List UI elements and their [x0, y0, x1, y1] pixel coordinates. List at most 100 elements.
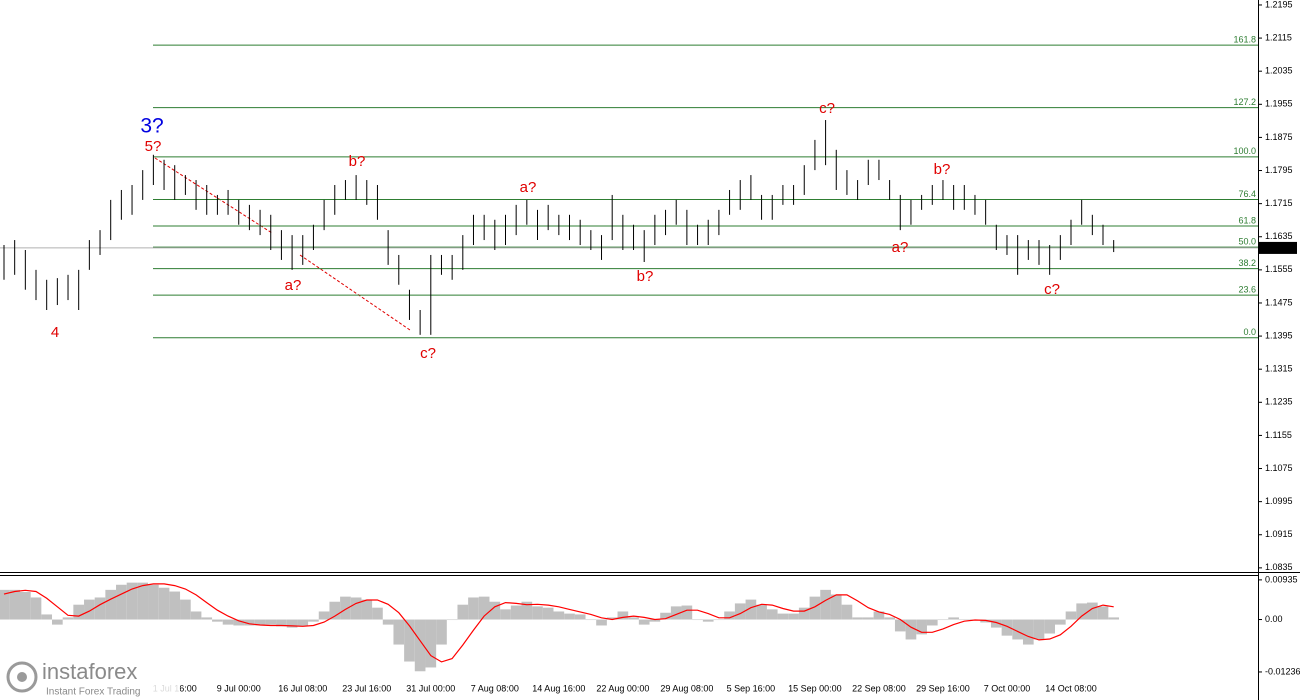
logo: instaforex Instant Forex Trading: [0, 654, 180, 700]
macd-histogram-bar: [862, 617, 874, 620]
macd-histogram-bar: [457, 604, 469, 620]
x-tick-label: 16 Jul 08:00: [278, 683, 327, 693]
macd-histogram-bar: [393, 619, 405, 645]
macd-histogram-bar: [9, 589, 21, 620]
fib-label: 0.0: [1243, 327, 1256, 337]
macd-histogram-bar: [84, 599, 95, 620]
wave-label: 5?: [145, 138, 162, 155]
macd-histogram-bar: [937, 619, 949, 621]
macd-histogram-bar: [52, 619, 63, 625]
macd-histogram-bar: [489, 601, 501, 620]
macd-histogram-bar: [745, 599, 757, 620]
x-tick-label: 9 Jul 00:00: [217, 683, 261, 693]
macd-histogram-bar: [137, 582, 149, 620]
wave-trend-line: [299, 254, 411, 331]
macd-histogram-bar: [1044, 619, 1055, 634]
x-tick-label: 22 Aug 00:00: [596, 683, 649, 693]
y-tick-label: 0.00: [1265, 614, 1283, 624]
macd-histogram-bar: [798, 607, 810, 620]
wave-trend-line: [154, 157, 273, 234]
fib-label: 61.8: [1238, 215, 1256, 225]
y-tick-label: 1.0915: [1265, 529, 1293, 539]
macd-histogram-bar: [532, 606, 543, 620]
y-tick-label: 1.1235: [1265, 397, 1293, 407]
wave-label: c?: [1044, 281, 1060, 298]
macd-histogram-bar: [276, 619, 287, 627]
macd-histogram-bar: [990, 619, 1002, 628]
macd-histogram-bar: [681, 605, 693, 620]
macd-histogram-bar: [542, 607, 554, 620]
macd-histogram-bar: [788, 613, 799, 620]
x-tick-label: 22 Sep 08:00: [852, 683, 906, 693]
macd-histogram-bar: [510, 605, 522, 620]
macd-histogram-bar: [286, 619, 298, 628]
macd-histogram-bar: [692, 619, 703, 621]
last-price-box: [1259, 241, 1297, 254]
macd-histogram-bar: [0, 589, 10, 620]
macd-histogram-bar: [606, 617, 618, 620]
macd-histogram-bar: [361, 599, 373, 620]
macd-histogram-bar: [94, 597, 106, 620]
x-tick-label: 31 Jul 00:00: [406, 683, 455, 693]
y-tick-label: 1.2115: [1265, 32, 1292, 42]
macd-histogram-bar: [884, 617, 895, 620]
macd-histogram-bar: [500, 609, 511, 620]
macd-histogram-bar: [190, 611, 202, 620]
wave-label: b?: [349, 153, 366, 170]
wave-label: b?: [934, 161, 951, 178]
macd-histogram-bar: [180, 599, 191, 620]
macd-histogram-bar: [1022, 619, 1034, 645]
macd-histogram-bar: [105, 589, 117, 620]
macd-histogram-bar: [564, 613, 575, 620]
macd-histogram-bar: [596, 619, 607, 626]
macd-histogram-bar: [340, 596, 351, 620]
macd-histogram-bar: [414, 619, 426, 672]
x-tick-label: 7 Oct 00:00: [984, 683, 1031, 693]
macd-histogram-bar: [478, 596, 490, 620]
y-tick-label: 1.1075: [1265, 463, 1293, 473]
macd-histogram-bar: [1097, 606, 1109, 620]
wave-label: c?: [819, 100, 835, 117]
y-tick-label: 1.1475: [1265, 297, 1293, 307]
y-tick-label: 1.1955: [1265, 99, 1293, 109]
y-tick-label: 1.1315: [1265, 364, 1293, 374]
x-tick-label: 29 Aug 08:00: [660, 683, 713, 693]
fib-label: 38.2: [1238, 258, 1256, 268]
macd-histogram-bar: [254, 619, 266, 626]
y-tick-label: 1.1155: [1265, 430, 1292, 440]
macd-histogram-bar: [852, 617, 863, 620]
last-price-label: 1.1608: [1263, 242, 1291, 252]
macd-histogram-bar: [41, 614, 53, 620]
wave-label: 3?: [140, 115, 163, 138]
macd-histogram-bar: [958, 619, 970, 621]
macd-histogram-bar: [169, 591, 181, 620]
macd-histogram-bar: [212, 619, 223, 622]
y-tick-label: 0.00935: [1265, 574, 1298, 584]
wave-label: a?: [520, 179, 537, 196]
macd-histogram-bar: [841, 604, 853, 620]
fib-label: 100.0: [1233, 146, 1256, 156]
macd-histogram-bar: [916, 619, 927, 635]
macd-histogram-bar: [873, 611, 885, 620]
macd-histogram-bar: [350, 597, 362, 620]
macd-histogram-bar: [425, 619, 437, 668]
macd-histogram-bar: [126, 582, 138, 620]
y-tick-label: 1.1715: [1265, 198, 1293, 208]
macd-histogram-bar: [734, 603, 746, 620]
wave-label: 4: [51, 324, 59, 341]
macd-histogram-bar: [244, 619, 255, 626]
macd-histogram-bar: [1108, 617, 1120, 620]
y-tick-label: 1.1635: [1265, 231, 1293, 241]
macd-histogram-bar: [926, 619, 938, 626]
macd-histogram-bar: [446, 619, 458, 621]
logo-tagline: Instant Forex Trading: [46, 687, 141, 698]
macd-histogram-bar: [702, 619, 714, 622]
macd-histogram-bar: [756, 604, 767, 620]
macd-histogram-bar: [233, 619, 245, 626]
macd-histogram-bar: [894, 619, 906, 632]
macd-histogram-bar: [713, 619, 725, 621]
macd-signal-line: [3, 583, 1114, 663]
fib-label: 127.2: [1233, 97, 1256, 107]
